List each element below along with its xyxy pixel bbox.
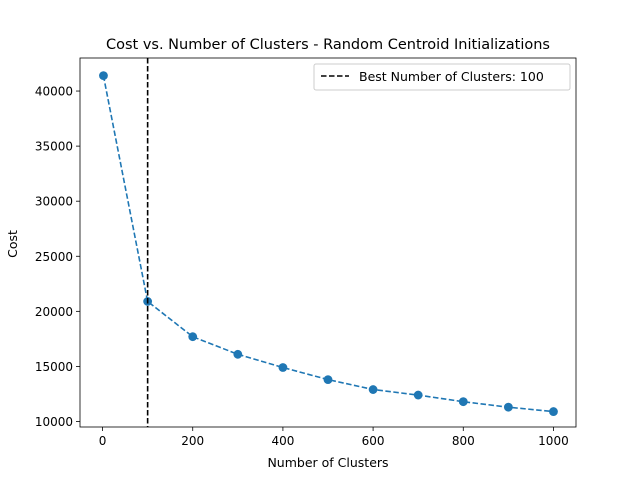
plot-area: 0 200 400 600 800 1000 10000 15000 20000 25000 300… [35,57,577,448]
y-axis-label: Cost [5,230,20,258]
data-point [503,402,513,412]
x-axis-label: Number of Clusters [267,455,388,470]
legend-label: Best Number of Clusters: 100 [359,69,544,84]
y-tick-label: 10000 [35,415,73,429]
y-tick-label: 15000 [35,360,73,374]
x-tick-label: 1000 [538,434,569,448]
axes-frame [79,57,577,428]
x-tick-label: 400 [271,434,294,448]
y-tick-label: 30000 [35,195,73,209]
data-point [99,71,108,81]
legend: Best Number of Clusters: 100 [313,63,571,91]
chart-title: Cost vs. Number of Clusters - Random Cen… [106,37,550,53]
data-point [233,349,243,359]
data-point [368,385,378,394]
data-point [549,407,558,416]
y-tick-label: 25000 [35,250,73,264]
y-tick-label: 20000 [35,305,73,319]
data-point [323,375,333,385]
x-tick-label: 800 [452,434,475,448]
data-point [278,363,288,372]
data-point [188,332,198,342]
y-tick-label: 40000 [35,85,73,99]
x-tick-label: 0 [99,434,107,448]
legend-frame [313,63,571,91]
x-tick-label: 200 [181,434,204,448]
series-line [102,75,554,413]
y-tick-label: 35000 [35,140,73,154]
data-point [458,397,468,407]
data-point [413,390,423,400]
x-tick-label: 600 [362,434,385,448]
